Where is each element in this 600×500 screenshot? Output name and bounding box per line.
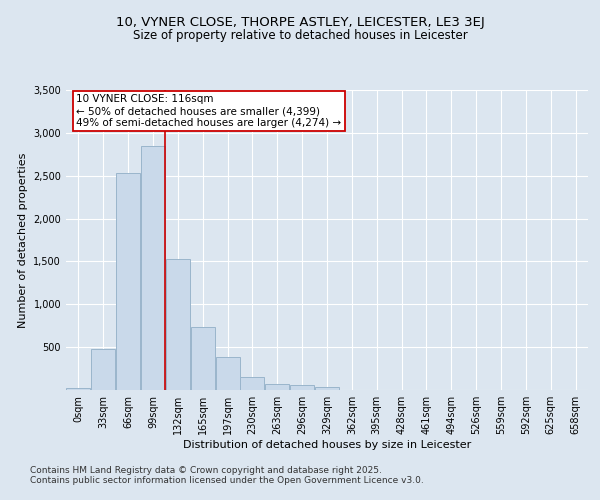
Bar: [215, 356, 239, 390]
Bar: [67, 388, 91, 390]
Bar: [116, 173, 140, 390]
Bar: [265, 384, 289, 390]
Bar: [191, 328, 215, 390]
Text: 10 VYNER CLOSE: 116sqm
← 50% of detached houses are smaller (4,399)
49% of semi-: 10 VYNER CLOSE: 116sqm ← 50% of detached…: [76, 94, 341, 128]
Bar: [91, 349, 115, 390]
Bar: [290, 385, 314, 390]
Bar: [166, 259, 190, 390]
Bar: [241, 376, 265, 390]
Bar: [315, 386, 339, 390]
Bar: [141, 146, 165, 390]
Text: Size of property relative to detached houses in Leicester: Size of property relative to detached ho…: [133, 30, 467, 43]
Text: 10, VYNER CLOSE, THORPE ASTLEY, LEICESTER, LE3 3EJ: 10, VYNER CLOSE, THORPE ASTLEY, LEICESTE…: [116, 16, 484, 29]
Text: Contains HM Land Registry data © Crown copyright and database right 2025.
Contai: Contains HM Land Registry data © Crown c…: [30, 466, 424, 485]
Y-axis label: Number of detached properties: Number of detached properties: [18, 152, 28, 328]
X-axis label: Distribution of detached houses by size in Leicester: Distribution of detached houses by size …: [183, 440, 471, 450]
